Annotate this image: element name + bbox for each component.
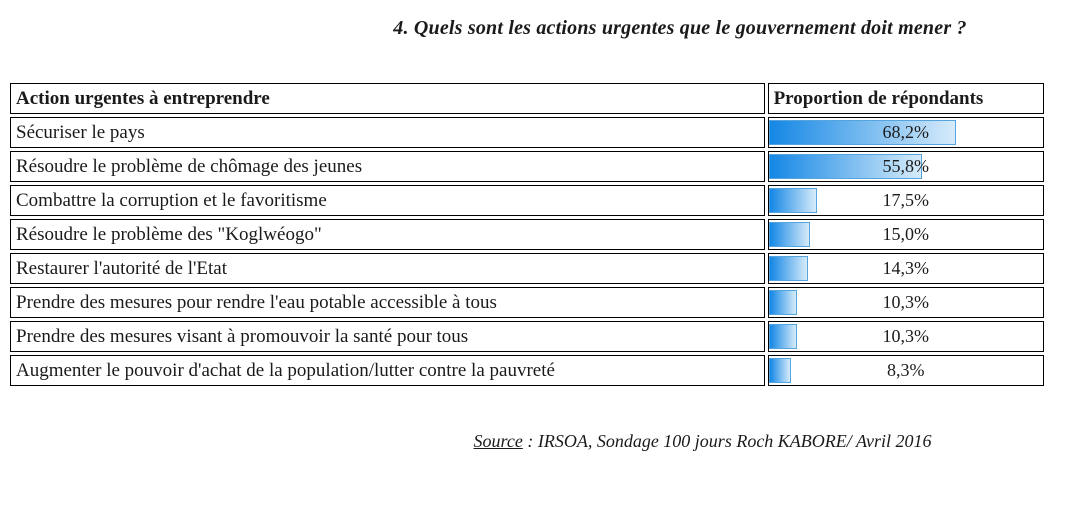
value-bar xyxy=(768,222,810,247)
value-bar xyxy=(768,324,797,349)
action-label: Augmenter le pouvoir d'achat de la popul… xyxy=(10,355,765,386)
value-bar xyxy=(768,256,808,281)
value-label: 55,8% xyxy=(882,156,930,176)
bar-cell: 55,8% xyxy=(767,151,1044,182)
value-label: 10,3% xyxy=(882,326,930,346)
value-label: 14,3% xyxy=(882,258,930,278)
value-label: 10,3% xyxy=(882,292,930,312)
chart-title: 4. Quels sont les actions urgentes que l… xyxy=(393,17,967,39)
action-label: Combattre la corruption et le favoritism… xyxy=(10,185,765,216)
table-row: Résoudre le problème des "Koglwéogo" 15,… xyxy=(10,219,1044,250)
action-label: Prendre des mesures pour rendre l'eau po… xyxy=(10,287,765,318)
table-row: Augmenter le pouvoir d'achat de la popul… xyxy=(10,355,1044,386)
table-row: Prendre des mesures visant à promouvoir … xyxy=(10,321,1044,352)
action-label: Restaurer l'autorité de l'Etat xyxy=(10,253,765,284)
table-body: Sécuriser le pays 68,2% Résoudre le prob… xyxy=(10,117,1044,386)
source-line: Source : IRSOA, Sondage 100 jours Roch K… xyxy=(330,431,1075,452)
bar-cell: 10,3% xyxy=(767,287,1044,318)
source-label: Source xyxy=(473,431,523,451)
bar-cell: 68,2% xyxy=(767,117,1044,148)
bar-cell: 17,5% xyxy=(767,185,1044,216)
value-bar xyxy=(768,188,817,213)
value-label: 68,2% xyxy=(882,122,930,142)
action-label: Résoudre le problème de chômage des jeun… xyxy=(10,151,765,182)
table-row: Résoudre le problème de chômage des jeun… xyxy=(10,151,1044,182)
page: 4. Quels sont les actions urgentes que l… xyxy=(0,17,1075,527)
bar-cell: 8,3% xyxy=(767,355,1044,386)
table-row: Restaurer l'autorité de l'Etat 14,3% xyxy=(10,253,1044,284)
bar-cell: 10,3% xyxy=(767,321,1044,352)
bar-cell: 14,3% xyxy=(767,253,1044,284)
table-row: Prendre des mesures pour rendre l'eau po… xyxy=(10,287,1044,318)
value-label: 15,0% xyxy=(882,224,930,244)
source-text: : IRSOA, Sondage 100 jours Roch KABORE/ … xyxy=(527,431,932,451)
table-row: Sécuriser le pays 68,2% xyxy=(10,117,1044,148)
proportion-column-header: Proportion de répondants xyxy=(767,83,1044,114)
results-table: Action urgentes à entreprendre Proportio… xyxy=(7,80,1047,389)
table-header-row: Action urgentes à entreprendre Proportio… xyxy=(10,83,1044,114)
value-label: 8,3% xyxy=(887,360,925,380)
value-bar xyxy=(768,358,792,383)
value-bar xyxy=(768,154,922,179)
action-label: Prendre des mesures visant à promouvoir … xyxy=(10,321,765,352)
value-label: 17,5% xyxy=(882,190,930,210)
table-row: Combattre la corruption et le favoritism… xyxy=(10,185,1044,216)
value-bar xyxy=(768,290,797,315)
action-column-header: Action urgentes à entreprendre xyxy=(10,83,765,114)
bar-cell: 15,0% xyxy=(767,219,1044,250)
action-label: Résoudre le problème des "Koglwéogo" xyxy=(10,219,765,250)
action-label: Sécuriser le pays xyxy=(10,117,765,148)
value-bar xyxy=(768,120,956,145)
